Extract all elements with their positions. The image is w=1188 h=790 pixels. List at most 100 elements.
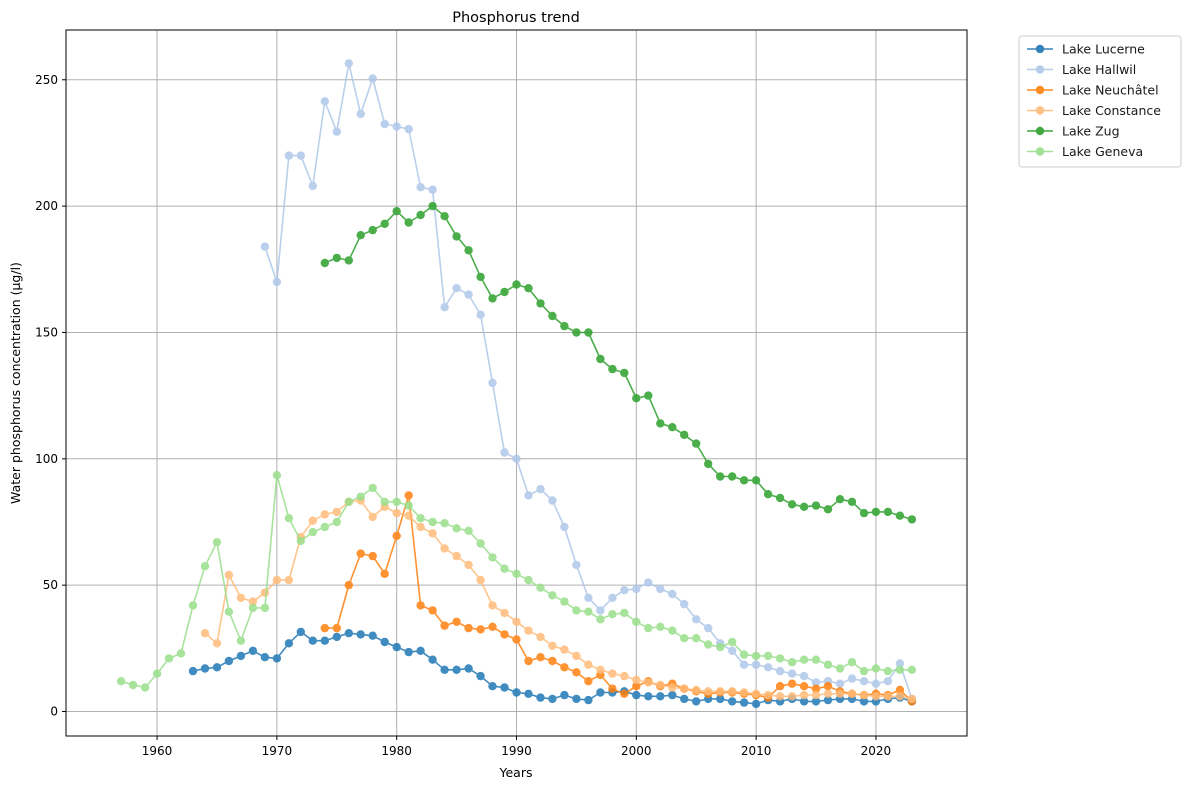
data-point-lake-hallwil <box>344 59 353 68</box>
data-point-lake-neuch-tel <box>488 622 497 631</box>
data-point-lake-lucerne <box>596 688 605 697</box>
series-lake-neuch-tel <box>320 491 917 706</box>
data-point-lake-zug <box>704 459 713 469</box>
y-tick-label: 0 <box>50 704 58 718</box>
data-point-lake-geneva <box>656 622 665 631</box>
data-point-lake-zug <box>811 501 821 510</box>
legend-label: Lake Hallwil <box>1062 62 1136 77</box>
data-point-lake-geneva <box>692 634 701 643</box>
data-point-lake-lucerne <box>799 697 809 706</box>
data-point-lake-constance <box>692 685 701 695</box>
data-point-lake-geneva <box>356 492 365 501</box>
data-point-lake-hallwil <box>847 674 857 683</box>
data-point-lake-geneva <box>392 497 401 506</box>
legend-label: Lake Neuchâtel <box>1062 83 1159 98</box>
data-point-lake-zug <box>320 258 329 268</box>
data-point-lake-constance <box>883 692 893 701</box>
data-point-lake-constance <box>440 544 449 553</box>
data-point-lake-constance <box>488 601 497 610</box>
data-point-lake-lucerne <box>248 646 258 655</box>
data-point-lake-lucerne <box>548 694 557 704</box>
data-point-lake-constance <box>200 629 210 638</box>
legend-item-lake-lucerne: Lake Lucerne <box>1027 42 1145 57</box>
data-point-lake-zug <box>668 423 677 432</box>
data-point-lake-geneva <box>704 640 713 649</box>
data-point-lake-lucerne <box>344 629 353 638</box>
data-point-lake-geneva <box>236 636 246 645</box>
data-point-lake-hallwil <box>620 586 629 595</box>
data-point-lake-constance <box>751 689 761 698</box>
chart-title: Phosphorus trend <box>452 10 580 26</box>
data-point-lake-geneva <box>536 583 545 592</box>
data-point-lake-constance <box>596 665 605 674</box>
data-point-lake-hallwil <box>775 666 785 676</box>
data-point-lake-constance <box>548 641 557 650</box>
data-point-lake-lucerne <box>751 699 761 709</box>
data-point-lake-constance <box>739 688 749 697</box>
legend-item-lake-zug: Lake Zug <box>1027 124 1120 139</box>
data-point-lake-zug <box>476 272 485 282</box>
data-point-lake-geneva <box>344 497 353 506</box>
y-tick-label: 50 <box>43 578 58 592</box>
data-point-lake-zug <box>368 225 377 235</box>
data-point-lake-hallwil <box>608 593 617 602</box>
data-point-lake-hallwil <box>835 679 845 688</box>
data-point-lake-zug <box>620 368 629 378</box>
data-point-lake-hallwil <box>871 679 881 688</box>
grid <box>66 30 967 736</box>
x-tick-label: 2000 <box>621 744 652 758</box>
data-point-lake-constance <box>536 632 545 642</box>
data-point-lake-geneva <box>811 655 821 664</box>
data-point-lake-zug <box>344 256 353 265</box>
data-point-lake-hallwil <box>680 599 689 609</box>
data-point-lake-geneva <box>224 607 234 616</box>
data-point-lake-constance <box>452 551 461 561</box>
axes: 1960 1970 1980 1990 2000 2010 2020 0 50 100 150 200… <box>35 73 891 758</box>
data-point-lake-neuch-tel <box>811 684 821 693</box>
legend-item-lake-geneva: Lake Geneva <box>1027 144 1143 159</box>
data-point-lake-constance <box>248 597 258 606</box>
x-tick-label: 1990 <box>501 744 532 758</box>
data-point-lake-constance <box>835 689 845 698</box>
data-point-lake-geneva <box>739 650 749 659</box>
data-point-lake-constance <box>668 683 677 692</box>
data-point-lake-hallwil <box>859 677 869 686</box>
data-point-lake-neuch-tel <box>584 677 593 686</box>
data-point-lake-geneva <box>476 539 485 548</box>
data-point-lake-constance <box>907 694 917 704</box>
data-point-lake-constance <box>260 588 270 597</box>
data-point-lake-lucerne <box>632 690 641 700</box>
data-point-lake-hallwil <box>524 491 533 500</box>
data-point-lake-geneva <box>787 658 797 667</box>
data-point-lake-geneva <box>416 514 425 523</box>
legend-swatch-marker <box>1035 85 1045 95</box>
data-point-lake-geneva <box>835 664 845 673</box>
data-point-lake-zug <box>332 253 341 263</box>
data-point-lake-zug <box>728 472 737 481</box>
data-point-lake-zug <box>380 219 389 228</box>
data-point-lake-zug <box>907 515 917 524</box>
data-point-lake-constance <box>823 689 833 698</box>
data-point-lake-zug <box>799 502 809 511</box>
x-tick-label: 1960 <box>142 744 173 758</box>
legend-label: Lake Constance <box>1062 103 1161 118</box>
data-point-lake-neuch-tel <box>536 653 545 662</box>
data-point-lake-lucerne <box>284 639 294 648</box>
data-point-lake-constance <box>284 575 294 585</box>
data-point-lake-neuch-tel <box>632 682 641 691</box>
data-point-lake-constance <box>763 690 773 700</box>
data-point-lake-geneva <box>296 536 305 546</box>
legend-label: Lake Lucerne <box>1062 42 1145 57</box>
data-point-lake-neuch-tel <box>620 689 629 698</box>
data-point-lake-geneva <box>428 517 437 527</box>
data-point-lake-hallwil <box>416 183 425 192</box>
data-point-lake-constance <box>500 608 509 618</box>
data-point-lake-constance <box>895 692 905 701</box>
series-lake-zug <box>320 201 917 524</box>
data-point-lake-zug <box>416 210 425 220</box>
data-point-lake-zug <box>488 294 497 303</box>
data-point-lake-neuch-tel <box>440 621 449 630</box>
data-point-lake-geneva <box>751 651 761 661</box>
